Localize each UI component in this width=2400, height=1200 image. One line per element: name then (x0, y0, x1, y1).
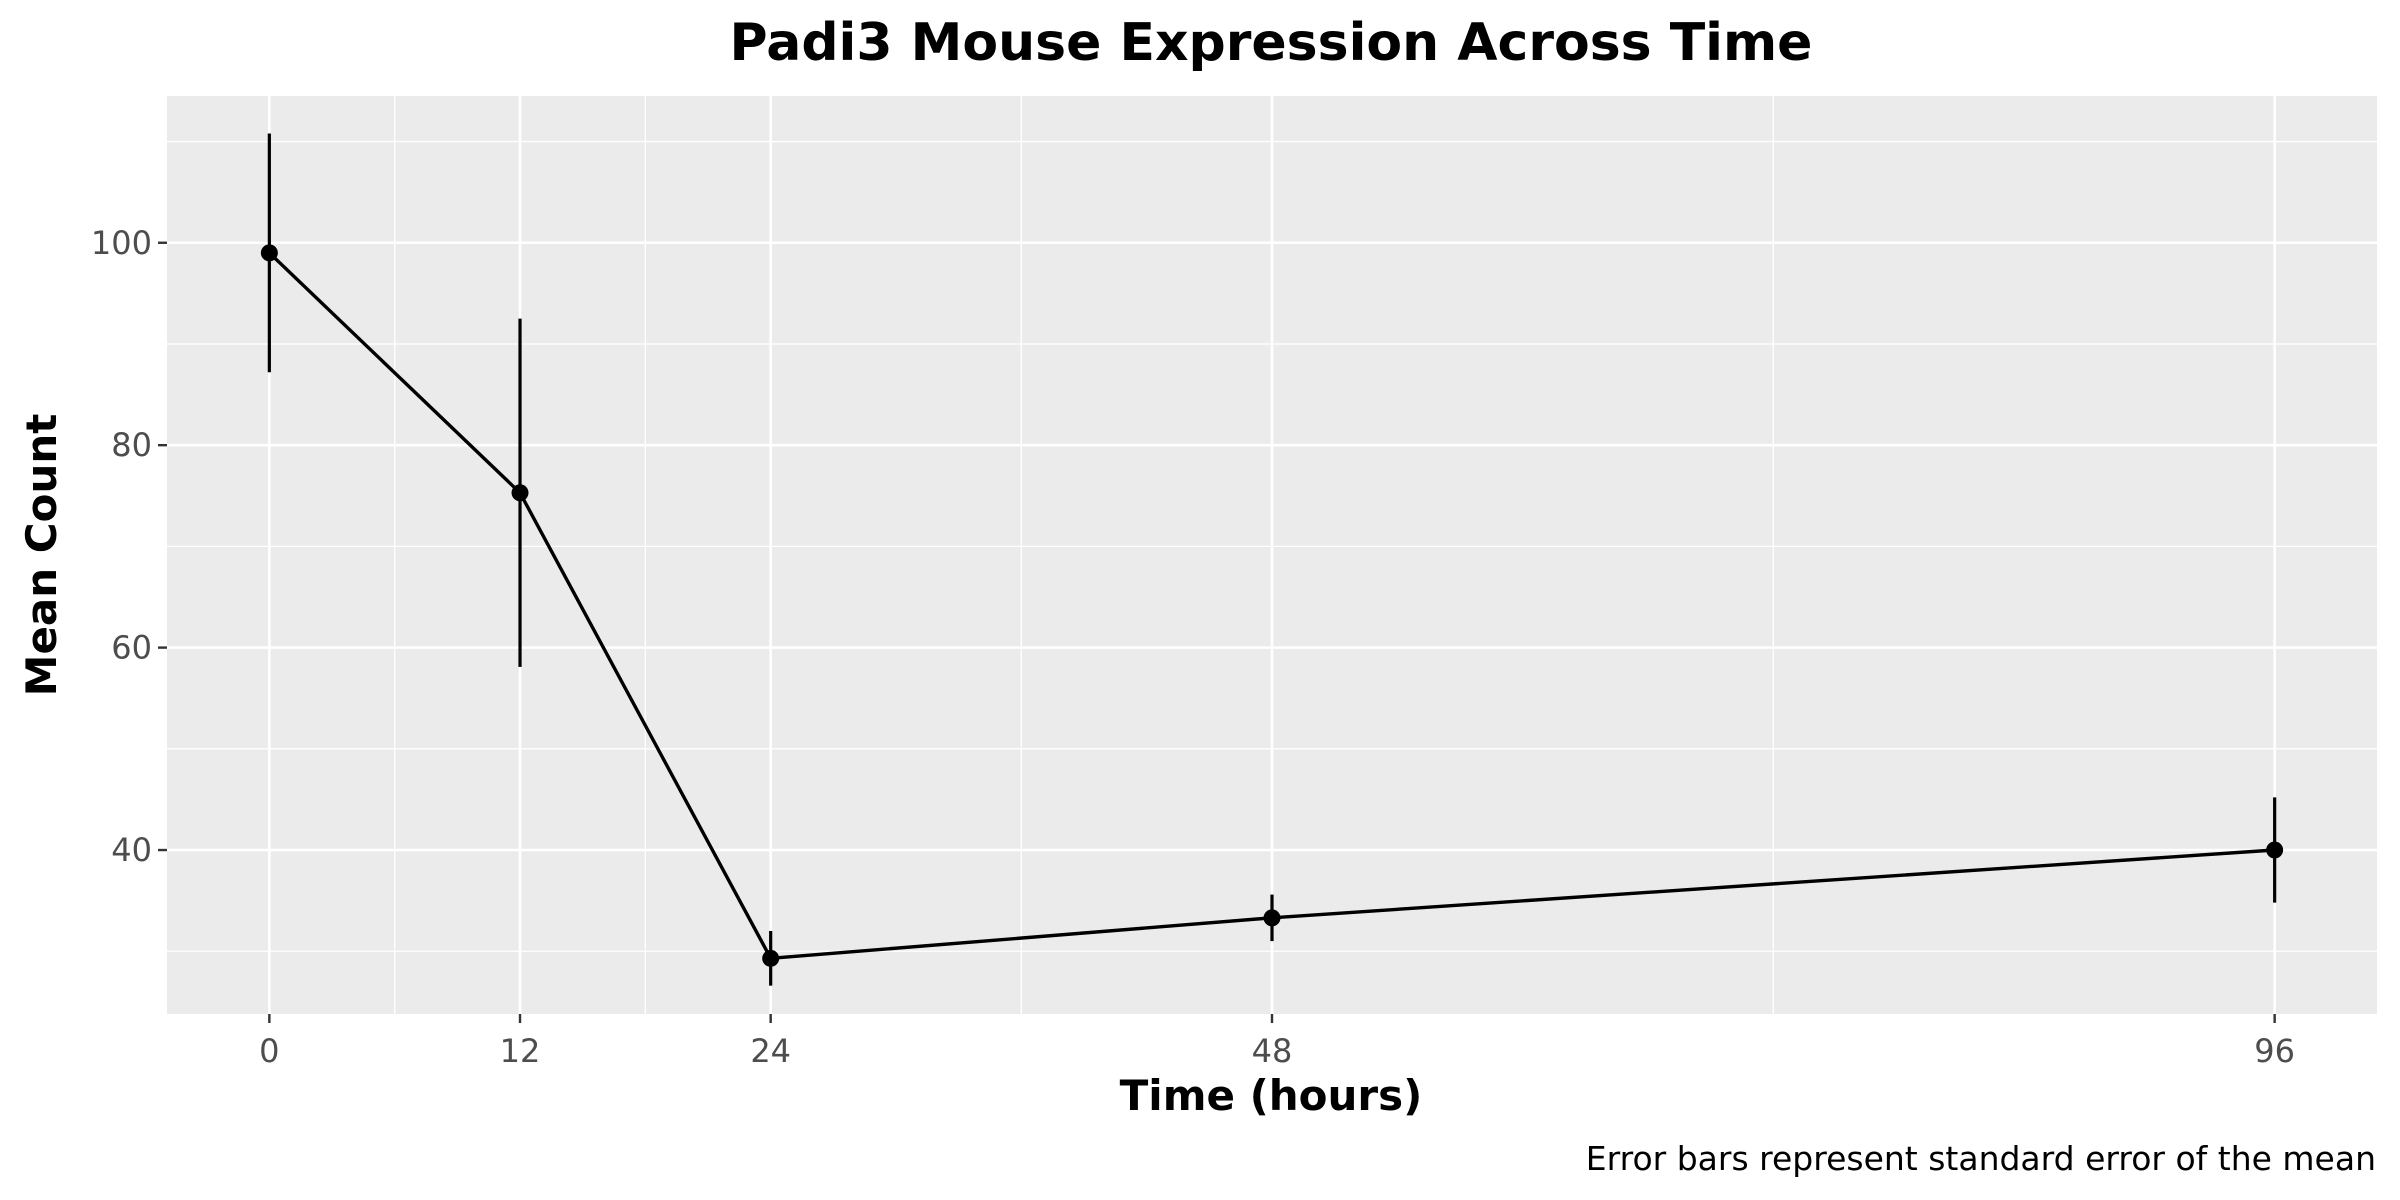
y-tick-label: 100 (91, 224, 152, 262)
data-point (762, 949, 780, 967)
data-point (511, 484, 529, 502)
data-point (2266, 841, 2284, 859)
data-points (260, 244, 2284, 967)
x-tick-label: 96 (2254, 1032, 2295, 1070)
y-tick-label: 80 (111, 426, 152, 464)
x-axis-label: Time (hours) (1120, 1071, 1423, 1120)
x-tick-label: 12 (500, 1032, 541, 1070)
x-tick-label: 0 (259, 1032, 279, 1070)
data-point (1263, 909, 1281, 927)
tick-labels: 0 12 24 48 96 40 60 80 100 (91, 224, 2295, 1070)
y-axis-label: Mean Count (17, 414, 66, 697)
x-tick-label: 48 (1252, 1032, 1293, 1070)
axis-ticks (158, 241, 2276, 1023)
chart-title: Padi3 Mouse Expression Across Time (730, 13, 1813, 73)
chart-caption: Error bars represent standard error of t… (1586, 1139, 2376, 1178)
y-tick-label: 40 (111, 831, 152, 869)
x-tick-label: 24 (750, 1032, 791, 1070)
data-point (260, 244, 278, 262)
y-tick-label: 60 (111, 629, 152, 667)
